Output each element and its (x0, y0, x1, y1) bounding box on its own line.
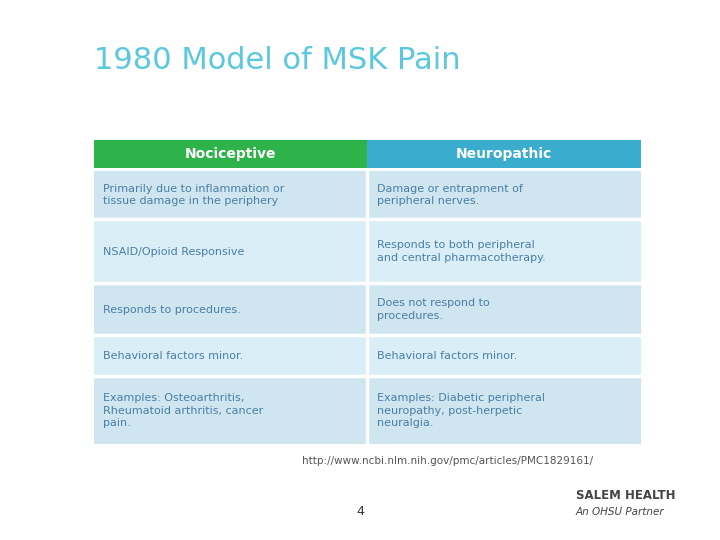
Bar (94, 171, 367, 219)
Text: Responds to procedures.: Responds to procedures. (103, 305, 240, 315)
Bar (94, 336, 367, 376)
Bar (94, 285, 367, 334)
Bar (367, 220, 641, 283)
Text: An OHSU Partner: An OHSU Partner (576, 507, 665, 517)
Text: Examples: Diabetic peripheral
neuropathy, post-herpetic
neuralgia.: Examples: Diabetic peripheral neuropathy… (377, 393, 544, 428)
Text: Nociceptive: Nociceptive (184, 147, 276, 161)
Text: http://www.ncbi.nlm.nih.gov/pmc/articles/PMC1829161/: http://www.ncbi.nlm.nih.gov/pmc/articles… (302, 456, 593, 467)
Text: Responds to both peripheral
and central pharmacotherapy.: Responds to both peripheral and central … (377, 240, 545, 263)
Bar (94, 220, 367, 283)
Bar (367, 171, 641, 219)
Bar (367, 285, 641, 334)
Text: 4: 4 (356, 505, 364, 518)
Bar (94, 140, 367, 168)
Text: Behavioral factors minor.: Behavioral factors minor. (103, 351, 243, 361)
Text: Behavioral factors minor.: Behavioral factors minor. (377, 351, 517, 361)
Text: Primarily due to inflammation or
tissue damage in the periphery: Primarily due to inflammation or tissue … (103, 184, 284, 206)
Bar (367, 140, 641, 168)
Text: Damage or entrapment of
peripheral nerves.: Damage or entrapment of peripheral nerve… (377, 184, 523, 206)
Text: NSAID/Opioid Responsive: NSAID/Opioid Responsive (103, 247, 244, 256)
Text: Examples: Osteoarthritis,
Rheumatoid arthritis, cancer
pain.: Examples: Osteoarthritis, Rheumatoid art… (103, 393, 264, 428)
Text: Neuropathic: Neuropathic (456, 147, 552, 161)
Text: Does not respond to
procedures.: Does not respond to procedures. (377, 298, 490, 321)
Text: 1980 Model of MSK Pain: 1980 Model of MSK Pain (94, 46, 460, 75)
Text: SALEM HEALTH: SALEM HEALTH (576, 489, 675, 502)
Bar (94, 377, 367, 444)
Bar (367, 377, 641, 444)
Bar (367, 336, 641, 376)
